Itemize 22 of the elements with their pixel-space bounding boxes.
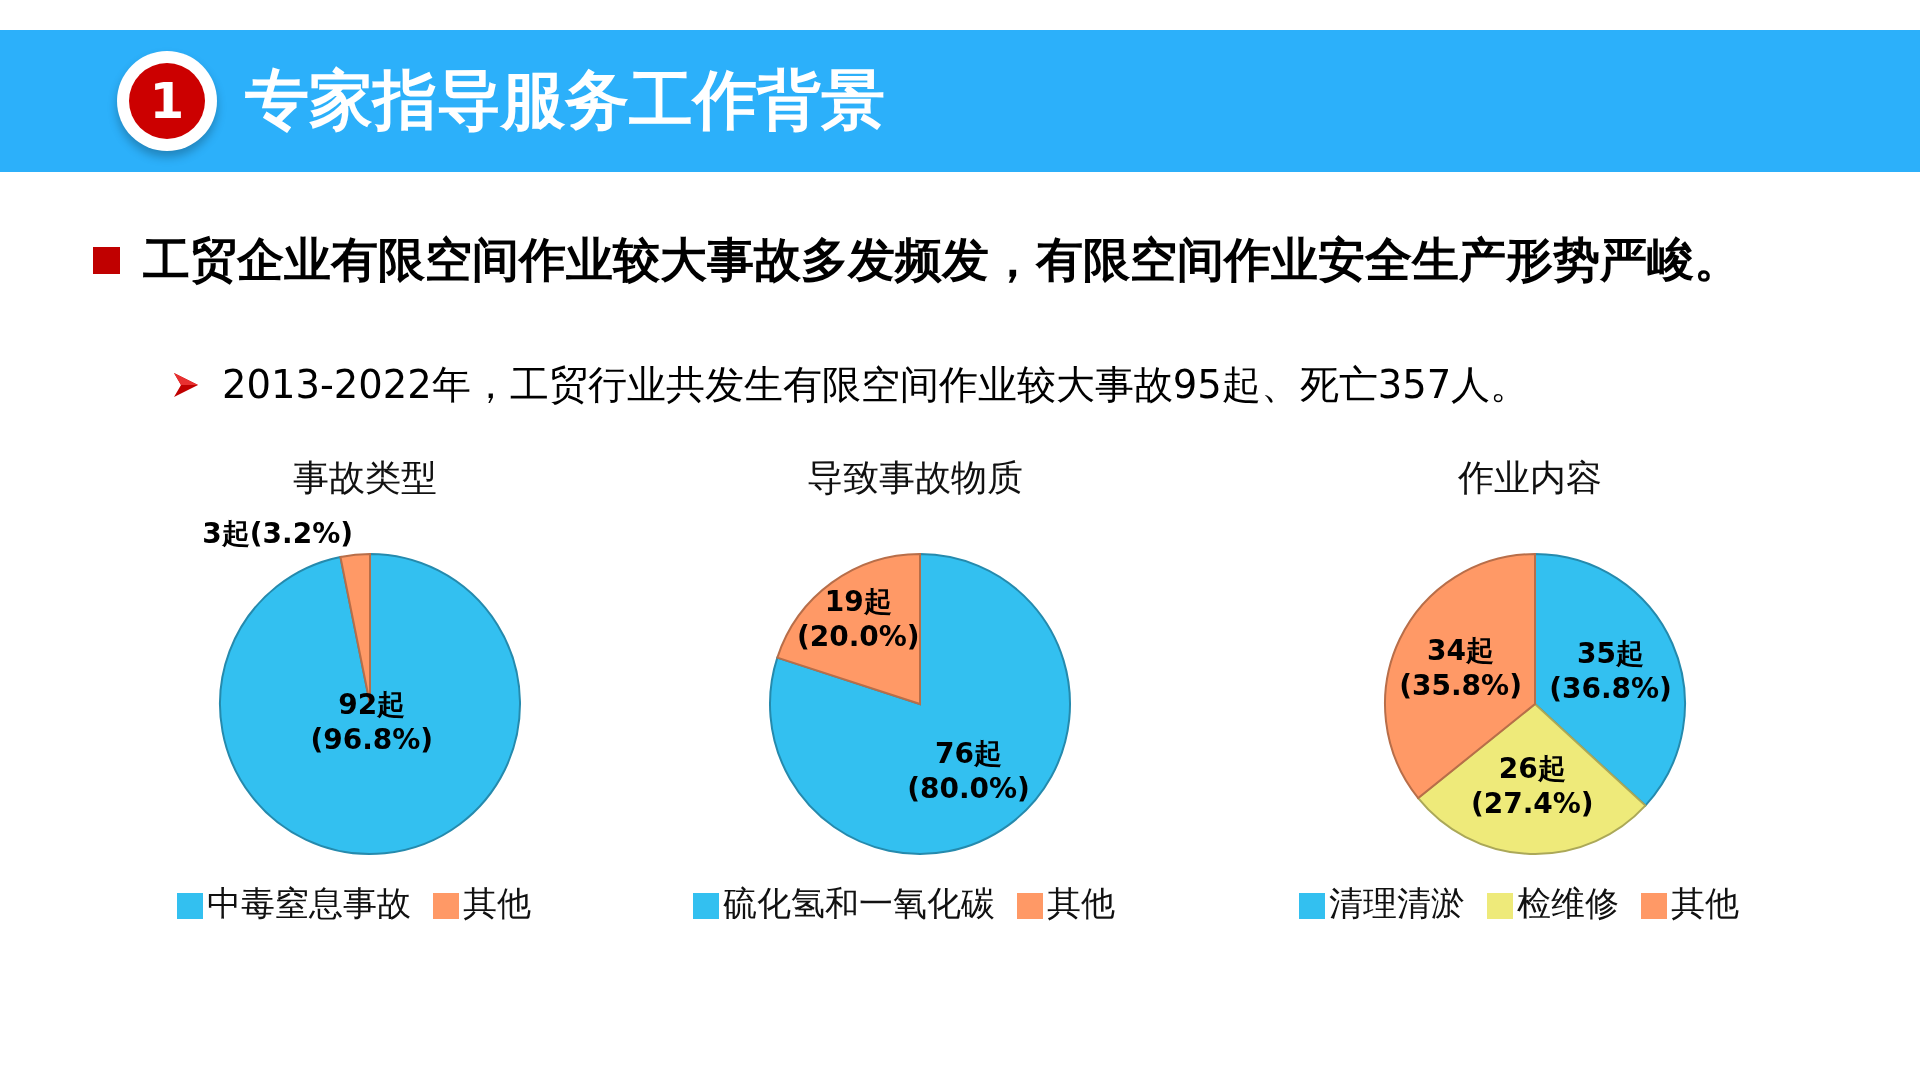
pie-slice (219, 553, 521, 855)
pie-slice (769, 553, 1071, 855)
data-label: 26起 (27.4%) (1470, 752, 1594, 821)
data-label: 76起 (80.0%) (907, 736, 1030, 805)
chart-title: 作业内容 (1457, 456, 1603, 500)
text: 工贸企业有限空间作业较大事故多发频发，有限空间作业安全生产形势严峻。 (143, 231, 1741, 289)
data-label: 92起 (96.8%) (310, 687, 434, 756)
legend-label: 清理清淤 (1329, 883, 1465, 923)
data-label: 34起 (35.8%) (1399, 634, 1522, 703)
data-label: 19起 (20.0%) (796, 585, 920, 654)
legend-label: 检维修 (1517, 883, 1619, 923)
legend-label: 其他 (1671, 883, 1739, 923)
legend-label: 其他 (463, 883, 531, 923)
chart-title: 导致事故物质 (806, 456, 1024, 500)
legend-label: 中毒窒息事故 (207, 883, 411, 923)
legend-label: 硫化氢和一氧化碳 (723, 883, 995, 923)
chart-title: 事故类型 (292, 456, 438, 500)
text: 2013-2022年，工贸行业共发生有限空间作业较大事故95起、死亡357人。 (222, 361, 1530, 409)
data-label: 3起(3.2%) (202, 517, 354, 551)
legend-label: 其他 (1047, 883, 1115, 923)
text: 专家指导服务工作背景 (245, 62, 885, 138)
data-label: 35起 (36.8%) (1549, 636, 1672, 705)
